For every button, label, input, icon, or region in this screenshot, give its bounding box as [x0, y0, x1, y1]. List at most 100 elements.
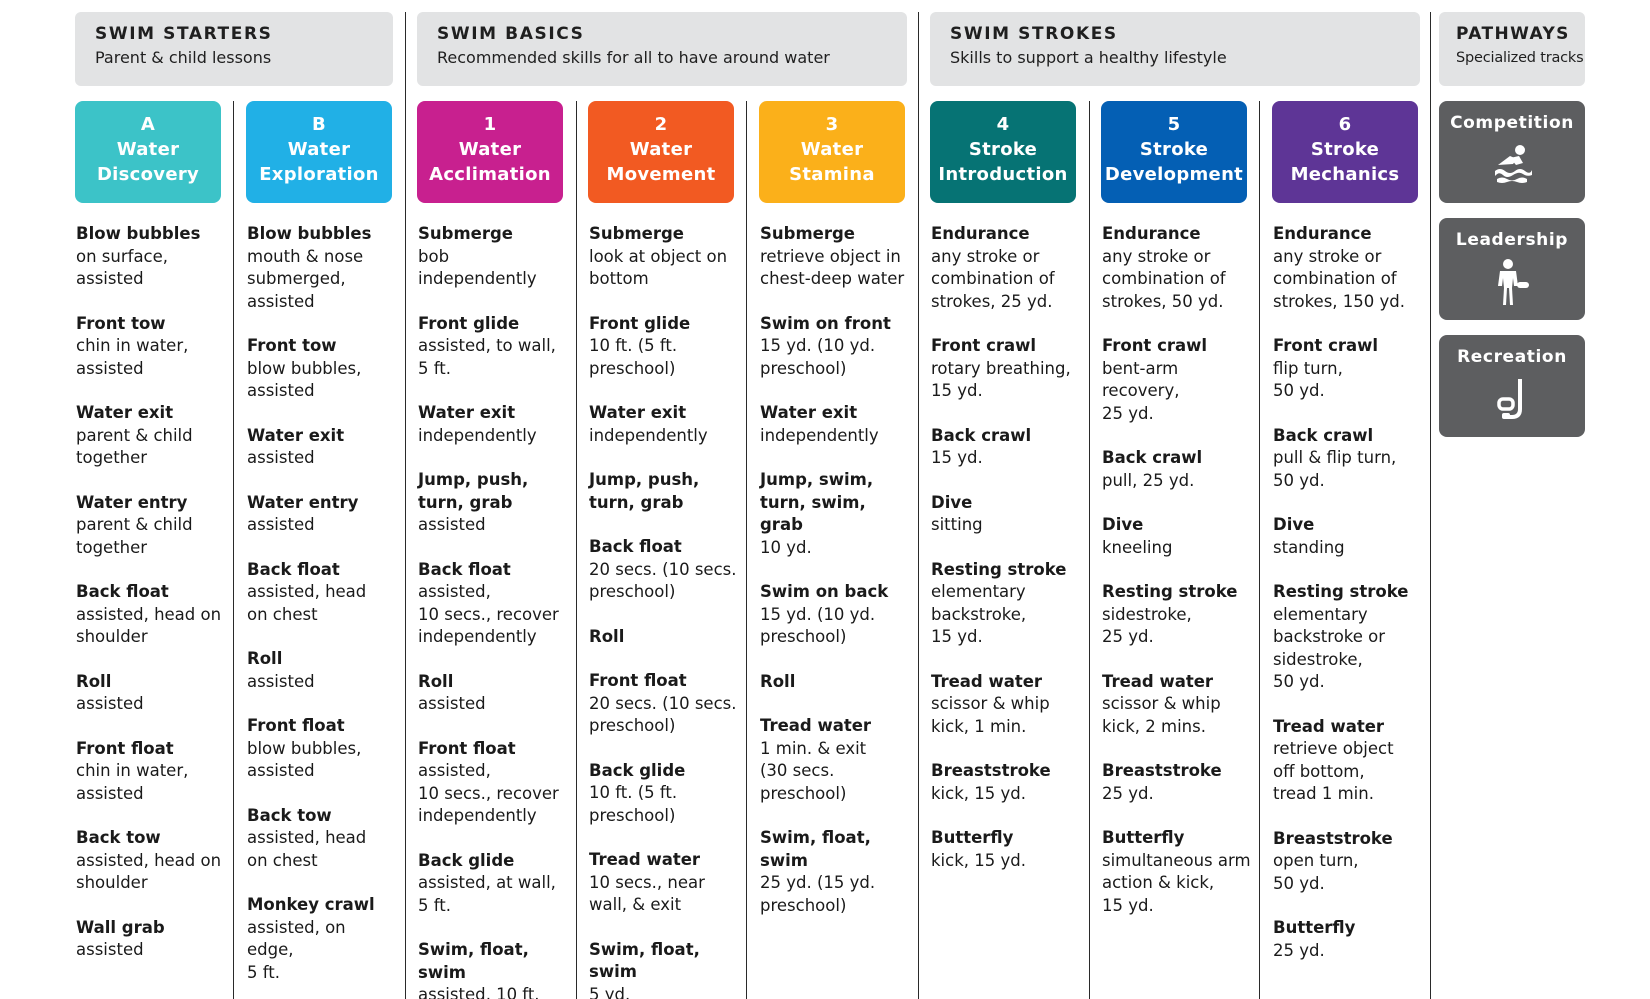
skill-name: Blow bubbles	[76, 224, 201, 243]
pathway-label: Recreation	[1457, 347, 1567, 367]
level-box-2: 2 Water Movement	[588, 101, 734, 203]
skill-name: Front float	[418, 738, 516, 758]
level-name-line1: Stroke	[1310, 139, 1380, 160]
skill-item: Back crawl pull & flip turn, 50 yd.	[1273, 425, 1425, 493]
skill-description: simultaneous arm	[1102, 850, 1251, 870]
skills-column-4: Endurance any stroke or combination of stro…	[931, 223, 1083, 894]
skill-description: 10 secs., recover	[418, 783, 559, 803]
skill-description: parent & child	[76, 515, 193, 534]
skill-description: preschool)	[589, 358, 676, 378]
skill-name: Front crawl	[1102, 336, 1208, 355]
skill-item: Submerge bob independently	[418, 223, 570, 291]
skill-description: assisted	[76, 783, 144, 803]
skill-description: 50 yd.	[1273, 873, 1325, 893]
skill-description: scissor & whip	[1102, 694, 1221, 713]
skills-column-2: Submerge look at object on bottom Front gli…	[589, 223, 741, 999]
skill-item: Swim, float, swim 5 yd.	[589, 939, 741, 999]
skill-item: Back tow assisted, head on shoulder	[76, 827, 226, 895]
skill-description: assisted	[247, 761, 315, 780]
skill-description: blow bubbles,	[247, 738, 362, 758]
skill-item: Front float blow bubbles, assisted	[247, 715, 397, 783]
skill-name: Back tow	[247, 805, 332, 825]
skill-description: sitting	[931, 515, 983, 534]
skill-item: Water exit independently	[760, 402, 914, 447]
skill-description: recovery,	[1102, 381, 1180, 400]
skill-item: Front tow chin in water, assisted	[76, 313, 226, 381]
skill-description: assisted	[76, 940, 144, 959]
skill-item: Back tow assisted, head on chest	[247, 805, 397, 873]
skill-description: 15 yd.	[931, 448, 983, 467]
skill-item: Tread water 1 min. & exit (30 secs. prescho…	[760, 715, 914, 805]
skill-item: Roll assisted	[76, 671, 226, 716]
skill-name: Blow bubbles	[247, 224, 372, 243]
group-subtitle: Skills to support a healthy lifestyle	[950, 48, 1227, 67]
skill-description: assisted, head	[247, 828, 367, 847]
level-code: 2	[654, 114, 668, 135]
skill-description: 15 yd.	[931, 381, 983, 400]
skill-name: Roll	[418, 671, 454, 691]
skill-description: assisted, to wall,	[418, 336, 556, 355]
skill-description: assisted	[418, 515, 486, 534]
skill-description: 15 yd.	[1102, 895, 1154, 915]
level-code: 4	[996, 114, 1010, 135]
level-name-line1: Stroke	[968, 139, 1038, 160]
skill-description: 10 ft. (5 ft.	[589, 336, 678, 355]
skill-description: any stroke or	[1102, 246, 1211, 266]
skill-description: independently	[589, 425, 708, 445]
group-title: SWIM BASICS	[437, 24, 585, 44]
skill-description: any stroke or	[1273, 246, 1382, 266]
skill-item: Resting stroke elementary backstroke or sid…	[1273, 581, 1425, 694]
group-header-swim-strokes: SWIM STROKES Skills to support a healthy…	[930, 12, 1420, 86]
skill-name: Back glide	[418, 850, 515, 870]
skill-description: 5 ft.	[247, 962, 280, 982]
skill-item: Front crawl rotary breathing, 15 yd.	[931, 335, 1083, 403]
skill-name: Jump, push, turn, grab	[418, 470, 529, 512]
skill-description: sidestroke,	[1273, 649, 1363, 669]
skill-description: tread 1 min.	[1273, 784, 1374, 803]
skill-name: Swim on front	[760, 313, 891, 333]
skill-description: kick, 1 min.	[931, 716, 1027, 736]
skill-name: Resting stroke	[931, 559, 1067, 579]
skill-name: Front crawl	[1273, 336, 1379, 355]
skill-description: 15 yd. (10 yd.	[760, 604, 876, 624]
level-name-line2: Discovery	[96, 164, 200, 185]
skill-name: Swim, float, swim	[418, 940, 529, 982]
skill-name: Water exit	[589, 403, 687, 422]
skill-name: Back float	[589, 537, 682, 556]
skill-description: 25 yd.	[1102, 783, 1154, 803]
skill-item: Dive standing	[1273, 514, 1425, 559]
skill-description: strokes, 25 yd.	[931, 291, 1053, 311]
skill-item: Butterfly kick, 15 yd.	[931, 827, 1083, 872]
skill-item: Tread water 10 secs., near wall, & exit	[589, 849, 741, 917]
level-code: 6	[1338, 114, 1352, 135]
skill-item: Roll assisted	[247, 648, 397, 693]
pathway-label: Leadership	[1455, 230, 1569, 250]
skill-description: assisted	[247, 381, 315, 400]
skill-description: open turn,	[1273, 851, 1359, 870]
skill-name: Front float	[589, 671, 687, 690]
level-name-line2: Development	[1104, 164, 1244, 185]
skill-description: backstroke,	[931, 604, 1027, 624]
skill-name: Back crawl	[1102, 448, 1203, 467]
skill-item: Swim, float, swim assisted, 10 ft.	[418, 939, 570, 999]
column-divider	[233, 101, 234, 999]
skill-item: Jump, push, turn, grab	[589, 469, 741, 514]
level-name-line2: Introduction	[938, 164, 1068, 185]
level-name-line2: Stamina	[789, 164, 875, 185]
skill-description: preschool)	[589, 805, 676, 825]
skill-name: Front float	[247, 716, 345, 735]
skill-description: kick, 2 mins.	[1102, 716, 1206, 736]
skill-name: Jump, push, turn, grab	[589, 470, 700, 512]
skill-description: chin in water,	[76, 761, 189, 780]
level-name-line1: Water	[629, 139, 693, 160]
group-divider	[1430, 12, 1431, 999]
skill-description: kneeling	[1102, 537, 1173, 557]
skill-name: Back crawl	[1273, 425, 1374, 445]
skill-item: Jump, push, turn, grab assisted	[418, 469, 570, 537]
skill-description: shoulder	[76, 873, 148, 892]
level-name-line1: Water	[287, 139, 351, 160]
skill-item: Front float assisted, 10 secs., recover ind…	[418, 738, 570, 828]
skill-item: Butterfly simultaneous arm action & kick, 1…	[1102, 827, 1256, 917]
column-divider	[576, 101, 577, 999]
skill-description: sidestroke,	[1102, 604, 1192, 624]
